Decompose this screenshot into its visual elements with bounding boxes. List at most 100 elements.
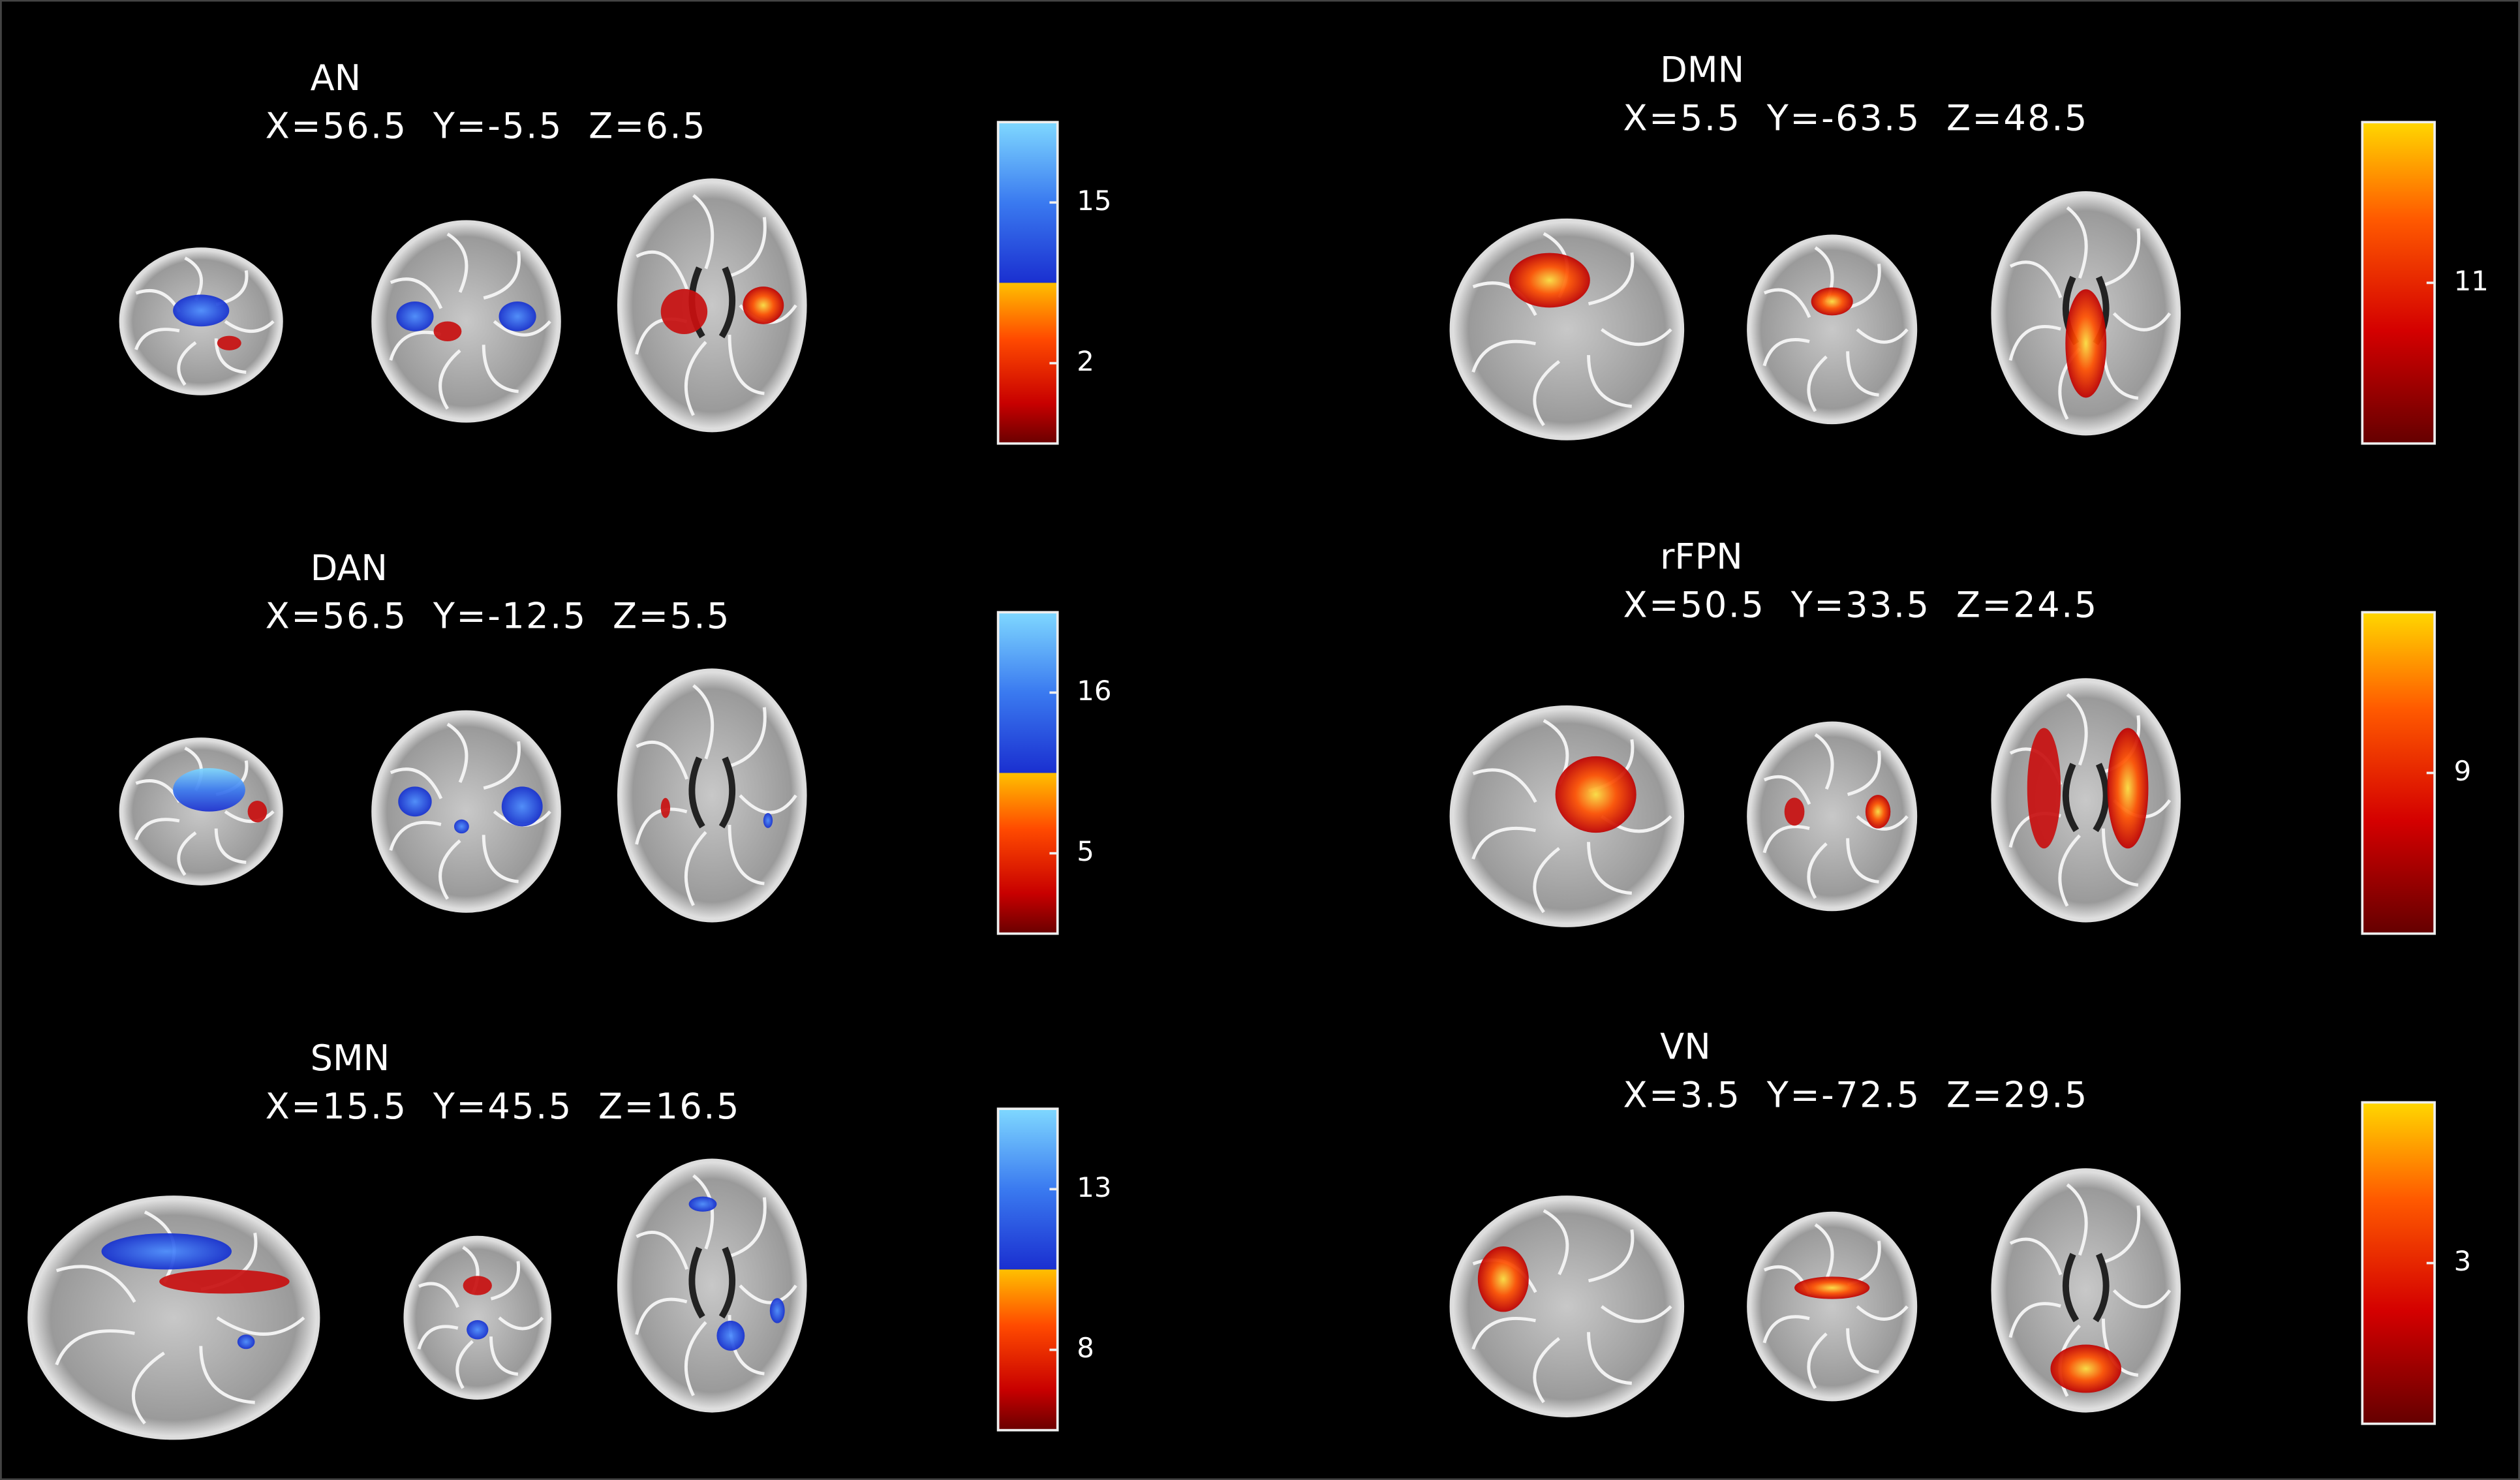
activation: [173, 768, 245, 812]
colorbar-border: [996, 121, 1059, 445]
activation: [159, 1269, 290, 1294]
sulcus: [1762, 338, 1810, 367]
network-panel: DMN X=5.5 Y=-63.5 Z=48.5: [1449, 49, 2181, 440]
sulcus: [692, 684, 715, 760]
colorbar-border: [996, 1107, 1059, 1432]
sulcus: [1472, 768, 1537, 803]
ventricle: [688, 1246, 736, 1319]
sulcus: [55, 1329, 135, 1366]
activation: [1865, 795, 1891, 829]
brain-slice: [1747, 721, 1918, 912]
sulcus: [2008, 325, 2061, 361]
activation: [763, 812, 773, 828]
colorbar: 9: [2361, 611, 2471, 935]
sulcus: [1856, 1305, 1909, 1321]
colorbar-border: [996, 611, 1059, 935]
sulcus: [729, 1197, 767, 1258]
activation: [396, 301, 434, 331]
sulcus: [1846, 351, 1879, 397]
sulcus: [214, 828, 247, 865]
network-title: DMN: [1660, 49, 1744, 90]
network-panel: DAN X=56.5 Y=-12.5 Z=5.5: [119, 547, 807, 923]
sulcus: [1533, 1337, 1561, 1404]
network-title: VN: [1660, 1026, 1711, 1068]
brain-slice: [1991, 1168, 2181, 1413]
network-title: AN: [311, 57, 361, 99]
colorbar-tick-label: 5: [1077, 835, 1094, 867]
colorbar-tick-label: 2: [1077, 345, 1094, 377]
sulcus: [739, 794, 797, 814]
colorbar-fill: [2362, 122, 2435, 444]
activation: [173, 294, 230, 327]
sulcus: [1847, 264, 1881, 309]
activation: [217, 335, 241, 350]
sulcus: [1601, 328, 1672, 347]
sulcus: [455, 1340, 474, 1389]
sulcus: [418, 1282, 460, 1308]
sulcus: [389, 820, 442, 851]
activation: [660, 288, 708, 335]
sulcus: [1856, 328, 1909, 344]
colorbar: 11: [2361, 121, 2489, 445]
sulcus: [1762, 825, 1810, 854]
sulcus: [2008, 1302, 2061, 1338]
sulcus: [1587, 355, 1633, 409]
colorbar-lower: [998, 1269, 1058, 1430]
sulcus: [493, 320, 551, 337]
sulcus: [729, 707, 767, 768]
colorbar-tick-label: 15: [1077, 185, 1111, 217]
sulcus: [2009, 1237, 2063, 1276]
sulcus: [446, 232, 469, 293]
colorbar-upper: [998, 1109, 1058, 1270]
activation: [1784, 797, 1805, 826]
colorbar-tick-label: 16: [1077, 675, 1111, 707]
sulcus: [684, 341, 707, 416]
brain-slice: [27, 1195, 320, 1440]
coordinates: X=56.5 Y=-12.5 Z=5.5: [266, 596, 731, 637]
activation: [1794, 1276, 1870, 1299]
brain-slice: [371, 710, 561, 913]
activation: [398, 786, 432, 817]
sulcus: [635, 807, 688, 845]
sulcus: [177, 831, 197, 876]
sulcus: [389, 330, 442, 361]
sulcus: [1472, 281, 1537, 316]
sulcus: [1856, 815, 1909, 831]
coordinates: X=5.5 Y=-63.5 Z=48.5: [1623, 97, 2089, 138]
activation: [2065, 289, 2107, 398]
activation: [2107, 728, 2149, 849]
sulcus: [490, 1261, 521, 1301]
sulcus: [636, 250, 688, 290]
coordinates: X=3.5 Y=-72.5 Z=29.5: [1623, 1075, 2089, 1116]
network-panel: rFPN X=50.5 Y=33.5 Z=24.5: [1449, 536, 2181, 927]
sulcus: [1807, 355, 1828, 412]
sulcus: [390, 277, 443, 309]
sulcus: [390, 767, 443, 799]
sulcus: [199, 1346, 255, 1404]
sulcus: [2009, 260, 2063, 299]
sulcus: [214, 338, 247, 374]
sulcus: [184, 256, 203, 301]
sulcus: [684, 1321, 707, 1396]
sulcus: [1471, 826, 1536, 860]
ventricle: [2062, 1253, 2110, 1323]
sulcus: [692, 194, 715, 270]
ventricle: [2062, 762, 2110, 833]
colorbar-tick-label: 11: [2454, 265, 2489, 297]
sulcus: [2066, 693, 2088, 766]
activation: [743, 286, 784, 324]
sulcus: [728, 334, 765, 395]
activation: [247, 800, 268, 823]
sulcus: [636, 1230, 688, 1270]
sulcus: [1763, 288, 1811, 318]
sulcus: [2102, 828, 2139, 887]
network-panel: VN X=3.5 Y=-72.5 Z=29.5: [1449, 1026, 2181, 1417]
sulcus: [2066, 206, 2088, 279]
colorbar-tick-label: 8: [1077, 1332, 1094, 1364]
sulcus: [1846, 838, 1879, 884]
sulcus: [2112, 1289, 2172, 1308]
sulcus: [729, 217, 767, 278]
colorbar-lower: [998, 283, 1058, 444]
